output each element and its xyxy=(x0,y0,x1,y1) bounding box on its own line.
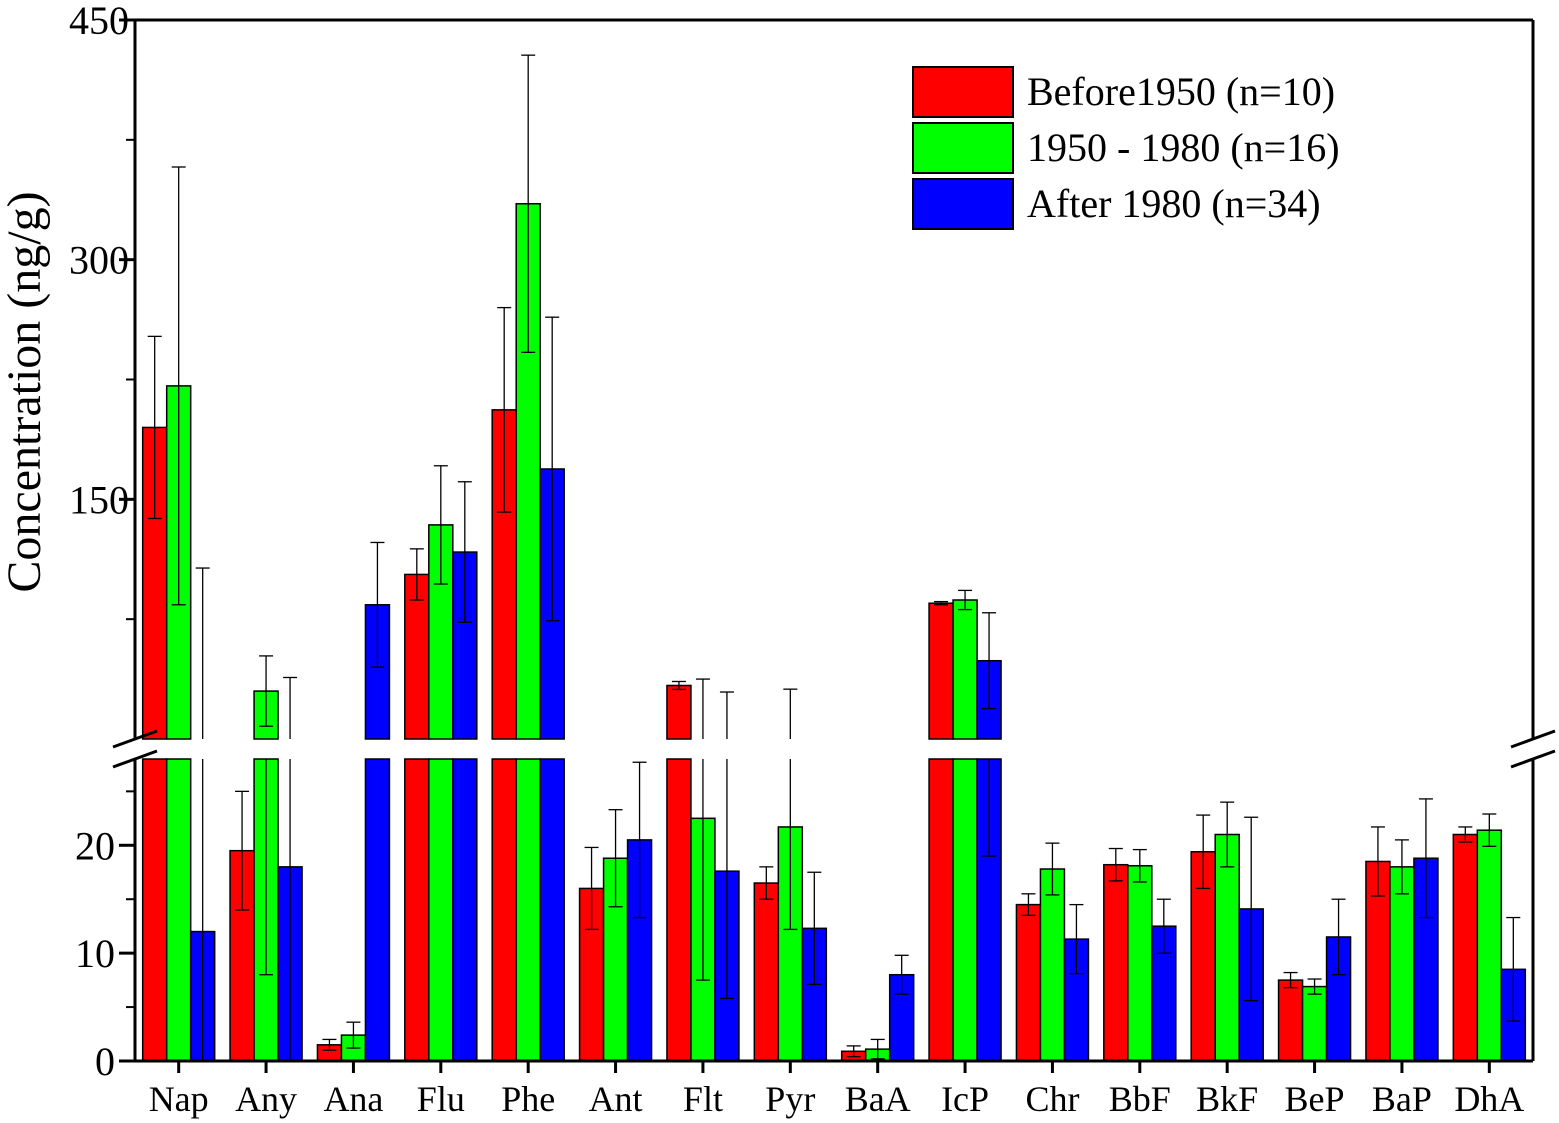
bar-lower-Phe-0 xyxy=(491,758,517,1062)
bar-lower-Nap-0 xyxy=(141,758,168,1062)
bar-lower-IcP-1 xyxy=(952,758,978,1062)
bar-upper-IcP-0 xyxy=(928,602,954,740)
bar-lower-Phe-2 xyxy=(539,758,565,1062)
x-tick-label-BbF: BbF xyxy=(1109,1079,1171,1119)
bar-BaP-1 xyxy=(1389,866,1415,1062)
bar-BeP-0 xyxy=(1277,979,1304,1062)
x-tick-label-Ant: Ant xyxy=(589,1079,643,1119)
bar-DhA-1 xyxy=(1476,829,1503,1062)
legend-swatch-1 xyxy=(912,122,1014,174)
bar-lower-Nap-1 xyxy=(165,758,192,1062)
x-tick-label-Nap: Nap xyxy=(149,1079,209,1119)
y-tick-label: 20 xyxy=(75,823,115,868)
x-tick-label-BaP: BaP xyxy=(1372,1079,1432,1119)
bar-BbF-0 xyxy=(1103,863,1129,1062)
x-tick-label-IcP: IcP xyxy=(941,1079,989,1119)
x-tick-label-Flt: Flt xyxy=(683,1079,723,1119)
break-mark-right-bottom xyxy=(1510,749,1556,769)
plot-area xyxy=(135,20,1533,1061)
bar-lower-Flu-2 xyxy=(452,758,478,1062)
y-tick-label: 10 xyxy=(75,931,115,976)
y-tick-label: 450 xyxy=(69,0,129,43)
bar-upper-IcP-1 xyxy=(952,599,978,740)
bar-DhA-0 xyxy=(1452,833,1479,1062)
y-tick-label: 300 xyxy=(69,238,129,283)
bar-Pyr-0 xyxy=(753,882,780,1062)
y-tick-label: 0 xyxy=(95,1039,115,1084)
bar-Chr-1 xyxy=(1039,868,1066,1062)
legend-swatch-0 xyxy=(912,66,1014,118)
x-tick-label-Any: Any xyxy=(235,1079,297,1119)
x-tick-label-Phe: Phe xyxy=(501,1079,555,1119)
bar-lower-IcP-0 xyxy=(928,758,954,1062)
chart-marks: 0 10 20 150 300 450 Nap Any Ana Flu Phe Ant Flt Pyr Ba… xyxy=(69,0,1556,1119)
x-tick-label-BaA: BaA xyxy=(845,1079,911,1119)
x-tick-label-DhA: DhA xyxy=(1454,1079,1524,1119)
x-tick-label-BeP: BeP xyxy=(1285,1079,1345,1119)
legend-label-0: Before1950 (n=10) xyxy=(1027,69,1335,114)
bar-lower-Flu-1 xyxy=(428,758,454,1062)
y-tick-label: 150 xyxy=(69,477,129,522)
break-mark-left-top xyxy=(112,729,158,749)
break-mark-right-top xyxy=(1510,729,1556,749)
legend-label-1: 1950 - 1980 (n=16) xyxy=(1027,125,1340,170)
bar-upper-Flt-0 xyxy=(666,684,692,740)
x-tick-label-Chr: Chr xyxy=(1025,1079,1079,1119)
legend-swatch-2 xyxy=(912,178,1014,230)
bar-Chr-0 xyxy=(1015,903,1042,1062)
x-tick-label-Ana: Ana xyxy=(323,1079,383,1119)
x-tick-label-Flu: Flu xyxy=(417,1079,465,1119)
x-tick-label-BkF: BkF xyxy=(1196,1079,1258,1119)
bar-BkF-1 xyxy=(1214,833,1240,1062)
legend-label-2: After 1980 (n=34) xyxy=(1027,181,1321,226)
bar-lower-Phe-1 xyxy=(515,758,541,1062)
axis-break-gap xyxy=(115,740,1553,758)
bar-BeP-1 xyxy=(1301,985,1328,1062)
bar-lower-Flt-0 xyxy=(666,758,692,1062)
break-mark-left-bottom xyxy=(112,749,158,769)
bar-lower-Ana-2 xyxy=(364,758,391,1062)
bar-lower-Flu-0 xyxy=(404,758,430,1062)
y-axis-label: Concentration (ng/g) xyxy=(0,191,51,592)
x-tick-label-Pyr: Pyr xyxy=(765,1079,815,1119)
bar-BbF-1 xyxy=(1127,865,1153,1062)
